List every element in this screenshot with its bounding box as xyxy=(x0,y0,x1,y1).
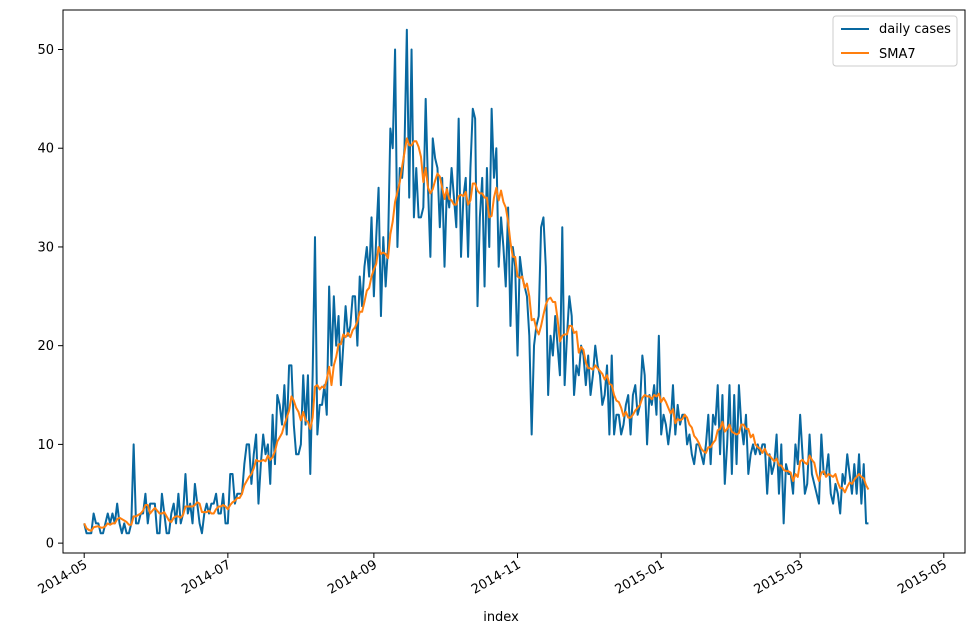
series-line-daily-cases xyxy=(83,28,869,535)
x-axis: 2014-05 2014-07 2014-09 2014-11 2015-01 2015-… xyxy=(36,553,950,598)
x-tick-label: 2015-01 xyxy=(613,557,668,597)
x-tick-label: 2015-05 xyxy=(895,557,950,597)
y-tick-label: 20 xyxy=(37,339,54,354)
legend-label-sma7: SMA7 xyxy=(879,47,916,62)
series-layer xyxy=(83,28,870,535)
legend: daily cases SMA7 xyxy=(832,15,958,67)
x-tick-label: 2014-11 xyxy=(469,557,524,597)
series-line-sma7 xyxy=(83,137,870,532)
x-tick-label: 2015-03 xyxy=(752,557,807,597)
x-tick-label: 2014-07 xyxy=(179,557,234,597)
y-tick-label: 40 xyxy=(37,142,54,157)
y-tick-label: 10 xyxy=(37,438,54,453)
y-tick-label: 0 xyxy=(46,537,54,552)
x-axis-label: index xyxy=(483,610,519,625)
plot-frame xyxy=(62,9,966,554)
y-tick-label: 30 xyxy=(37,240,54,255)
legend-label-daily-cases: daily cases xyxy=(879,22,951,37)
x-tick-label: 2014-05 xyxy=(36,557,91,597)
y-axis: 0 10 20 30 40 50 xyxy=(37,43,63,552)
y-tick-label: 50 xyxy=(37,43,54,58)
x-tick-label: 2014-09 xyxy=(325,557,380,597)
